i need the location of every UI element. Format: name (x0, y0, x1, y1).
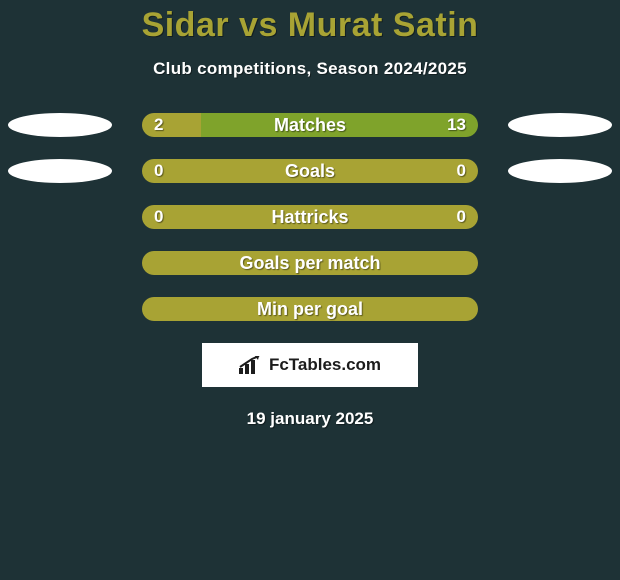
date-text: 19 january 2025 (247, 409, 374, 429)
stat-rows: Matches213 Goals00 Hattricks00 Goals per ma… (0, 113, 620, 321)
stage: Sidar vs Murat Satin Club competitions, … (0, 0, 620, 580)
bar-segment (142, 251, 478, 275)
stat-bar-goals: Goals00 (142, 159, 478, 183)
brand-chart-icon (239, 356, 261, 374)
brand-text: FcTables.com (269, 355, 381, 375)
stat-bar-min-per-goal: Min per goal (142, 297, 478, 321)
bar-segment (142, 113, 201, 137)
stat-bar-hattricks: Hattricks00 (142, 205, 478, 229)
right-marker-ellipse (508, 159, 612, 183)
bar-segment (142, 297, 478, 321)
stat-bar-matches: Matches213 (142, 113, 478, 137)
page-title: Sidar vs Murat Satin (142, 6, 479, 45)
left-marker-ellipse (8, 159, 112, 183)
bar-segment (142, 205, 478, 229)
stat-row-goals-per-match: Goals per match (0, 251, 620, 275)
subtitle: Club competitions, Season 2024/2025 (153, 59, 467, 79)
stat-row-goals: Goals00 (0, 159, 620, 183)
stat-row-hattricks: Hattricks00 (0, 205, 620, 229)
stat-bar-goals-per-match: Goals per match (142, 251, 478, 275)
bar-segment (201, 113, 478, 137)
stat-row-min-per-goal: Min per goal (0, 297, 620, 321)
brand-badge: FcTables.com (202, 343, 418, 387)
bar-segment (142, 159, 478, 183)
stat-row-matches: Matches213 (0, 113, 620, 137)
right-marker-ellipse (508, 113, 612, 137)
left-marker-ellipse (8, 113, 112, 137)
